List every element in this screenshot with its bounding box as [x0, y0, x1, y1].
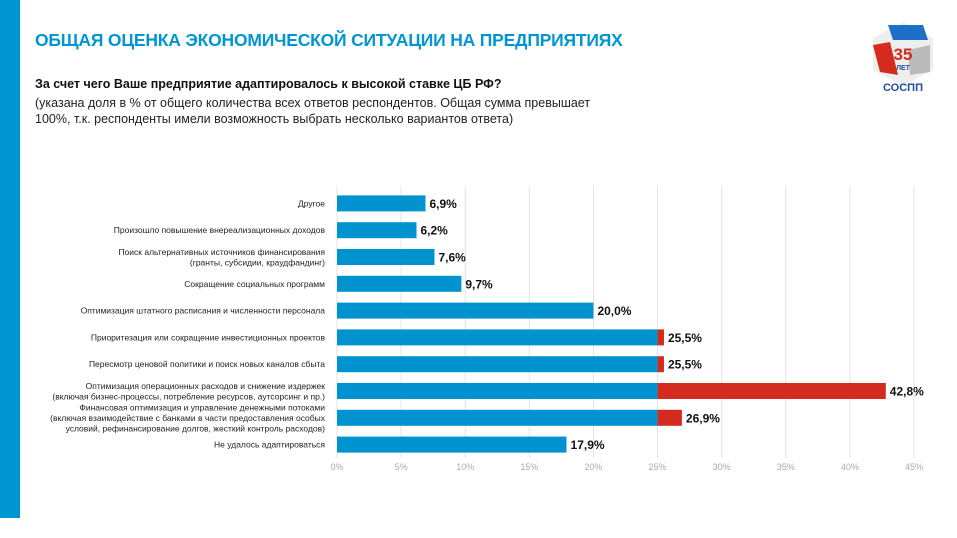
bar — [337, 409, 658, 426]
data-label: 42,8% — [890, 385, 924, 399]
data-label: 17,9% — [571, 438, 605, 452]
data-label: 25,5% — [668, 331, 702, 345]
svg-text:СОСПП: СОСПП — [883, 82, 923, 94]
category-label: Приоритезация или сокращение инвестицион… — [91, 332, 326, 342]
bar-highlight — [657, 329, 664, 346]
x-tick-label: 0% — [330, 462, 343, 472]
category-label: (гранты, субсидии, краудфандинг) — [190, 257, 325, 267]
category-label: (включая бизнес-процессы, потребление ре… — [52, 391, 325, 401]
svg-text:ЛЕТ: ЛЕТ — [896, 65, 911, 72]
logo: 35 ЛЕТ СОСПП — [873, 22, 933, 94]
x-tick-label: 25% — [649, 462, 667, 472]
bar-highlight — [657, 356, 664, 373]
accent-strip — [0, 0, 20, 518]
x-tick-label: 45% — [905, 462, 923, 472]
x-tick-label: 40% — [841, 462, 859, 472]
x-tick-label: 35% — [777, 462, 795, 472]
page-title: ОБЩАЯ ОЦЕНКА ЭКОНОМИЧЕСКОЙ СИТУАЦИИ НА П… — [35, 30, 623, 50]
category-label: Произошло повышение внереализационных до… — [114, 225, 326, 235]
data-label: 6,2% — [420, 224, 448, 238]
category-label: Пересмотр ценовой политики и поиск новых… — [89, 359, 325, 369]
bar — [337, 275, 462, 292]
x-tick-label: 5% — [395, 462, 408, 472]
category-label: Финансовая оптимизация и управление дене… — [79, 402, 325, 412]
bar-highlight — [657, 409, 682, 426]
x-tick-label: 15% — [520, 462, 538, 472]
data-label: 26,9% — [686, 411, 720, 425]
bar — [337, 356, 658, 373]
data-label: 6,9% — [429, 197, 457, 211]
bar — [337, 329, 658, 346]
bar — [337, 302, 594, 319]
category-label: Поиск альтернативных источников финансир… — [118, 247, 325, 257]
bar-highlight — [657, 383, 886, 399]
bar — [337, 383, 658, 399]
bar — [337, 436, 567, 453]
note-text: (указана доля в % от общего количества в… — [35, 96, 591, 126]
category-label: Оптимизация операционных расходов и сниж… — [86, 381, 326, 391]
x-tick-label: 30% — [713, 462, 731, 472]
category-label: (включая взаимодействие с банками в част… — [50, 413, 326, 423]
x-tick-label: 20% — [584, 462, 602, 472]
category-label: Сокращение социальных программ — [184, 279, 325, 289]
bar — [337, 195, 426, 212]
x-tick-label: 10% — [456, 462, 474, 472]
category-label: Оптимизация штатного расписания и числен… — [81, 306, 326, 316]
category-label: условий, рефинансирование долгов, жестки… — [66, 423, 326, 433]
data-label: 20,0% — [597, 304, 631, 318]
bar — [337, 222, 417, 239]
data-label: 25,5% — [668, 358, 702, 372]
bar — [337, 249, 435, 265]
category-label: Не удалось адаптироваться — [214, 440, 325, 450]
data-label: 7,6% — [438, 251, 466, 265]
category-label: Другое — [298, 198, 325, 208]
question-text: За счет чего Ваше предприятие адаптирова… — [35, 77, 502, 91]
data-label: 9,7% — [465, 277, 493, 291]
svg-text:35: 35 — [894, 45, 913, 64]
